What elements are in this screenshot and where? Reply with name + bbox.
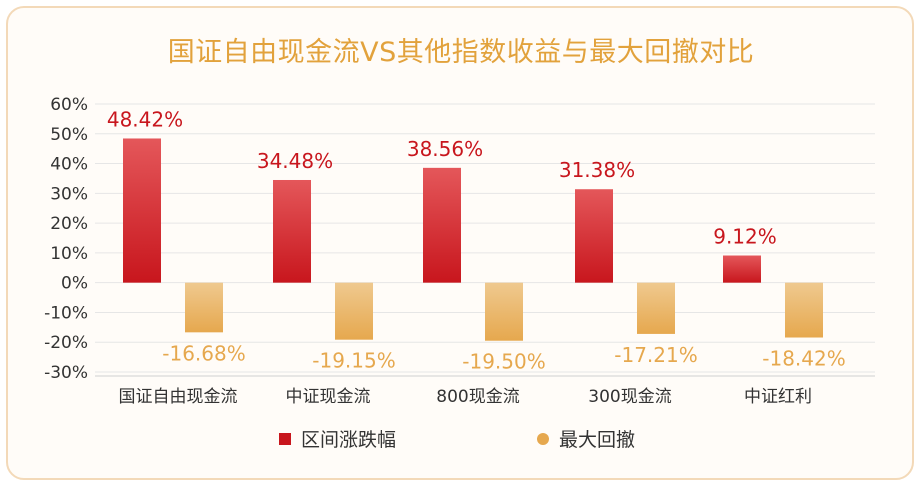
- data-label-gain: 48.42%: [107, 107, 183, 131]
- y-tick-label: -10%: [44, 303, 88, 323]
- y-tick-label: 0%: [61, 274, 88, 294]
- x-tick-label: 国证自由现金流: [119, 387, 238, 407]
- legend-swatch-drawdown: [537, 432, 549, 445]
- data-label-gain: 34.48%: [257, 149, 333, 173]
- bar-gain: [575, 189, 613, 283]
- bar-gain: [723, 255, 761, 283]
- x-tick-label: 中证现金流: [286, 387, 371, 407]
- bar-drawdown: [185, 282, 223, 333]
- chart-legend: 区间涨跌幅 最大回撤: [0, 425, 922, 455]
- data-label-drawdown: -19.15%: [312, 349, 395, 373]
- y-tick-label: -30%: [44, 363, 88, 383]
- legend-label-drawdown: 最大回撤: [559, 429, 636, 451]
- y-tick-label: -20%: [44, 333, 88, 353]
- bar-drawdown: [785, 282, 823, 338]
- data-label-drawdown: -17.21%: [614, 343, 697, 367]
- legend-item-gain: 区间涨跌幅: [279, 425, 396, 452]
- data-label-drawdown: -16.68%: [162, 341, 245, 365]
- bar-drawdown: [485, 282, 523, 341]
- bar-gain: [423, 167, 461, 283]
- bar-gain: [123, 138, 161, 283]
- data-label-gain: 9.12%: [713, 225, 777, 249]
- bar-drawdown: [637, 282, 675, 334]
- legend-swatch-gain: [279, 432, 291, 445]
- legend-item-drawdown: 最大回撤: [537, 425, 635, 452]
- legend-label-gain: 区间涨跌幅: [301, 429, 397, 451]
- data-label-gain: 38.56%: [407, 137, 483, 161]
- y-tick-label: 30%: [50, 184, 88, 204]
- bar-gain: [273, 179, 311, 283]
- data-label-drawdown: -18.42%: [762, 347, 845, 371]
- data-label-drawdown: -19.50%: [462, 350, 545, 374]
- x-tick-label: 800现金流: [436, 387, 519, 407]
- y-tick-label: 50%: [50, 125, 88, 145]
- data-label-gain: 31.38%: [559, 158, 635, 182]
- bar-drawdown: [335, 282, 373, 340]
- x-tick-label: 300现金流: [588, 387, 671, 407]
- y-tick-label: 60%: [50, 95, 88, 115]
- y-tick-label: 10%: [50, 244, 88, 264]
- y-tick-label: 40%: [50, 155, 88, 175]
- x-tick-label: 中证红利: [744, 387, 812, 407]
- chart-title: 国证自由现金流VS其他指数收益与最大回撤对比: [167, 37, 755, 68]
- y-tick-label: 20%: [50, 214, 88, 234]
